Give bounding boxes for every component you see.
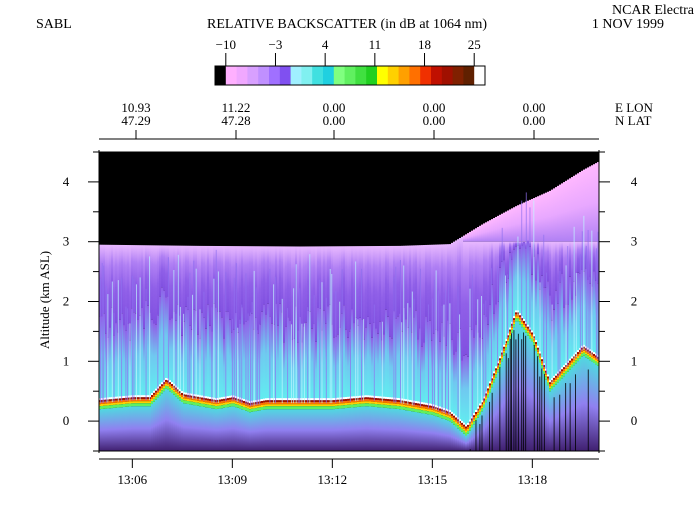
colorbar-swatch: [355, 66, 367, 85]
colorbar-tick-label: −10: [216, 37, 236, 52]
y-axis-right: 0 1 2 3 4: [598, 150, 638, 453]
colorbar-swatch: [290, 66, 302, 85]
y-tick-label: 0: [63, 413, 70, 428]
lat-label: 47.29: [121, 113, 150, 128]
colorbar-swatch: [236, 66, 248, 85]
y-tick-label: 1: [63, 353, 70, 368]
colorbar-swatch: [247, 66, 259, 85]
y-tick-label: 4: [63, 174, 70, 189]
lon-row-label: E LON: [615, 100, 654, 115]
colorbar-swatch: [258, 66, 270, 85]
colorbar-swatch: [215, 66, 227, 85]
colorbar-swatch: [279, 66, 292, 85]
lon-label: 0.00: [423, 100, 446, 115]
colorbar-swatch: [269, 66, 281, 85]
colorbar-swatch: [366, 66, 378, 85]
x-tick-label: 13:06: [118, 472, 148, 487]
lat-label: 47.28: [221, 113, 250, 128]
colorbar-swatch: [398, 66, 410, 85]
y-tick-label-right: 1: [631, 353, 638, 368]
flight-date: 1 NOV 1999: [591, 17, 664, 32]
instrument-label: SABL: [36, 17, 72, 32]
position-axis: 10.9347.2911.2247.280.000.000.000.000.00…: [99, 100, 654, 140]
x-tick-label: 13:12: [318, 472, 348, 487]
colorbar-title: RELATIVE BACKSCATTER (in dB at 1064 nm): [207, 17, 487, 32]
colorbar-ticks: −10 −3 4 11 18 25: [216, 37, 481, 66]
colorbar-swatch: [323, 66, 335, 85]
lon-label: 0.00: [523, 100, 546, 115]
colorbar-swatch: [409, 66, 421, 85]
colorbar-swatch: [452, 66, 464, 85]
colorbar-swatch: [312, 66, 324, 85]
lat-label: 0.00: [323, 113, 346, 128]
y-tick-label-right: 4: [631, 174, 638, 189]
colorbar-swatch: [474, 66, 486, 85]
colorbar-swatch: [344, 66, 356, 85]
y-tick-label-right: 3: [631, 234, 638, 249]
lon-label: 10.93: [121, 100, 150, 115]
colorbar-swatch: [377, 66, 389, 85]
colorbar-swatch: [225, 66, 238, 85]
colorbar-tick-label: 4: [322, 37, 329, 52]
x-tick-label: 13:15: [418, 472, 448, 487]
colorbar-tick-label: 11: [369, 37, 382, 52]
colorbar-tick-label: −3: [269, 37, 283, 52]
x-tick-label: 13:09: [218, 472, 248, 487]
colorbar-swatch: [431, 66, 443, 85]
colorbar-frame: [214, 65, 486, 86]
colorbar-tick-label: 25: [468, 37, 481, 52]
lon-label: 0.00: [323, 100, 346, 115]
y-axis-title: Altitude (km ASL): [37, 251, 52, 349]
colorbar-swatch: [387, 66, 400, 85]
y-axis-left: 0 1 2 3 4: [63, 150, 100, 453]
y-tick-label-right: 0: [631, 413, 638, 428]
backscatter-image: [99, 152, 599, 451]
lat-label: 0.00: [523, 113, 546, 128]
colorbar-swatch: [463, 66, 475, 85]
colorbar-swatch: [420, 66, 432, 85]
lat-row-label: N LAT: [615, 113, 652, 128]
y-tick-label: 2: [63, 294, 70, 309]
colorbar-tick-label: 18: [418, 37, 431, 52]
x-axis: 13:06 13:09 13:12 13:15 13:18: [99, 458, 599, 487]
y-tick-label-right: 2: [631, 294, 638, 309]
lon-label: 11.22: [222, 100, 251, 115]
x-tick-label: 13:18: [518, 472, 548, 487]
lat-label: 0.00: [423, 113, 446, 128]
colorbar-swatch: [301, 66, 313, 85]
aircraft-label: NCAR Electra: [611, 3, 694, 18]
colorbar: [214, 65, 486, 86]
y-tick-label: 3: [63, 234, 70, 249]
colorbar-swatch: [441, 66, 454, 85]
colorbar-swatch: [333, 66, 346, 85]
